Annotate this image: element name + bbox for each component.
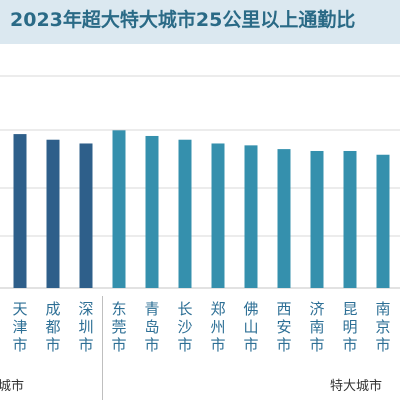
category-label: 西安市 <box>276 300 291 354</box>
group-labels: 城市 特大城市 <box>0 296 382 400</box>
category-label: 成都市 <box>45 300 60 354</box>
category-label: 天津市 <box>12 300 27 354</box>
bar <box>178 139 192 288</box>
bar <box>310 150 324 288</box>
category-label: 东莞市 <box>111 300 126 354</box>
category-label: 南京市 <box>375 300 390 354</box>
bars <box>13 130 390 288</box>
category-label: 济南市 <box>309 300 324 354</box>
bar <box>46 139 60 288</box>
chart-title: 2023年超大特大城市25公里以上通勤比 <box>0 0 400 44</box>
category-label: 佛山市 <box>243 300 258 354</box>
category-label: 青岛市 <box>144 300 159 354</box>
bar <box>112 130 126 288</box>
gridlines <box>0 25 400 289</box>
category-label: 深圳市 <box>78 300 93 354</box>
category-label: 昆明市 <box>342 300 357 354</box>
bar <box>145 135 159 288</box>
bar <box>79 143 93 288</box>
bar <box>211 143 225 288</box>
category-label: 长沙市 <box>177 300 192 354</box>
bar <box>376 154 390 288</box>
category-label: 郑州市 <box>210 300 225 354</box>
bar <box>343 150 357 288</box>
group-label: 特大城市 <box>330 378 382 394</box>
bar <box>13 134 27 288</box>
bar <box>277 149 291 288</box>
bar <box>244 145 258 288</box>
group-label: 城市 <box>0 378 24 394</box>
category-labels: 天津市 成都市 深圳市 东莞市 青岛市 长沙市 郑州市 佛山市 西安市 济南市 昆明市 南京市 <box>12 300 390 354</box>
